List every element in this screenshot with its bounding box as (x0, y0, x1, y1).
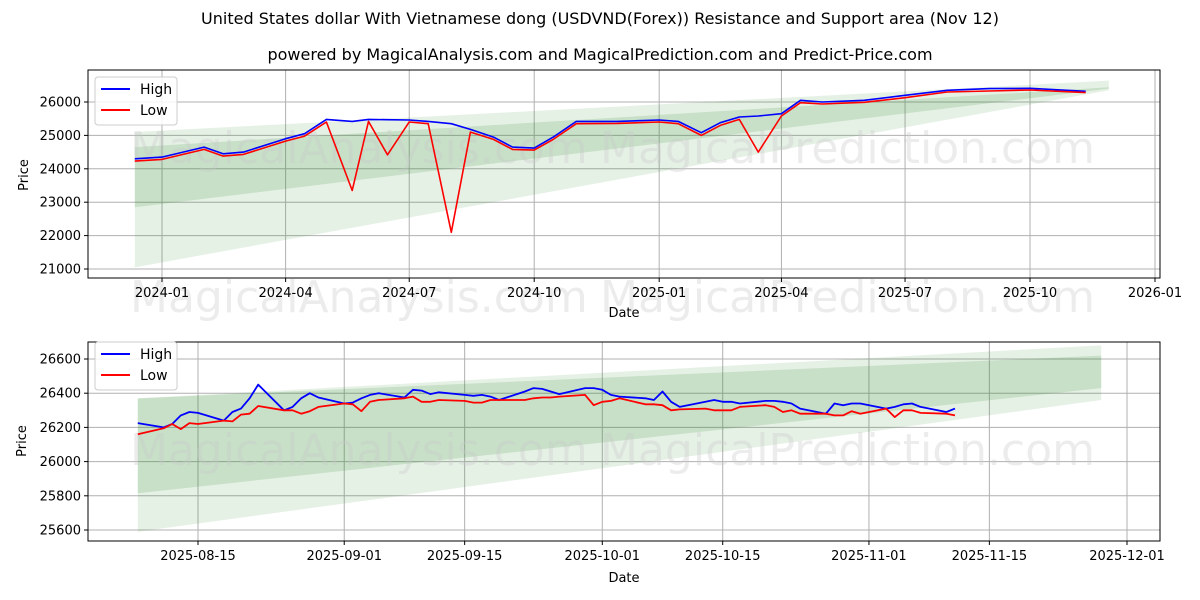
top-price-lines (134, 87, 1086, 234)
x-tick-label: 2025-10 (1003, 286, 1057, 301)
y-tick-label: 26400 (40, 387, 81, 402)
watermark-prediction-3: MagicalPrediction.com (600, 425, 1095, 476)
y-tick-label: 25000 (40, 129, 81, 144)
watermark-prediction: MagicalPrediction.com (600, 123, 1095, 174)
top-grid (88, 70, 1160, 278)
chart-title: United States dollar With Vietnamese don… (201, 9, 999, 28)
bottom-x-axis-label: Date (608, 571, 639, 586)
y-tick-label: 26200 (40, 421, 81, 436)
x-tick-label: 2025-09-15 (427, 549, 503, 564)
watermark-analysis-2: MagicalAnalysis.com (130, 272, 588, 323)
x-tick-label: 2026-01 (1128, 286, 1182, 301)
watermark-prediction-2: MagicalPrediction.com (600, 272, 1095, 323)
x-tick-label: 2025-04 (754, 286, 808, 301)
x-tick-label: 2025-09-01 (306, 549, 382, 564)
y-tick-label: 23000 (40, 196, 81, 211)
legend-high-label-2: High (140, 347, 172, 363)
x-tick-label: 2025-12-01 (1089, 549, 1165, 564)
bottom-axis-ticks: 2025-08-15 2025-09-01 2025-09-15 2025-10-01… (40, 353, 1165, 565)
bottom-legend: High Low (94, 341, 178, 391)
bottom-grid (88, 342, 1160, 541)
x-tick-label: 2024-01 (135, 286, 189, 301)
x-tick-label: 2024-07 (382, 286, 436, 301)
band-area (134, 80, 1109, 268)
y-tick-label: 26600 (40, 353, 81, 368)
top-y-axis-label: Price (17, 159, 32, 191)
high-line (134, 87, 1086, 160)
watermark-analysis-3: MagicalAnalysis.com (130, 425, 588, 476)
band-area (137, 345, 1102, 532)
bottom-chart: MagicalAnalysis.com MagicalPrediction.co… (15, 341, 1165, 586)
band-area (134, 87, 1109, 208)
band-area (137, 355, 1102, 494)
x-tick-label: 2025-01 (632, 286, 686, 301)
y-tick-label: 25800 (40, 489, 81, 504)
y-tick-label: 22000 (40, 229, 81, 244)
x-tick-label: 2025-11-01 (831, 549, 907, 564)
y-tick-label: 26000 (40, 96, 81, 111)
x-tick-label: 2025-08-15 (160, 549, 236, 564)
bottom-axes-frame (87, 341, 1161, 542)
top-axes-frame (87, 69, 1161, 279)
top-support-resistance-bands (134, 80, 1109, 268)
low-line (134, 89, 1086, 234)
low-line (137, 393, 956, 436)
x-tick-label: 2024-04 (258, 286, 312, 301)
y-tick-label: 26000 (40, 455, 81, 470)
top-legend: High Low (94, 76, 178, 126)
x-tick-label: 2024-10 (507, 286, 561, 301)
x-tick-label: 2025-11-15 (952, 549, 1028, 564)
x-tick-label: 2025-10-15 (685, 549, 761, 564)
y-tick-label: 25600 (40, 524, 81, 539)
bottom-support-resistance-bands (137, 345, 1102, 532)
legend-high-label: High (140, 82, 172, 98)
top-x-axis-label: Date (608, 306, 639, 321)
y-tick-label: 21000 (40, 263, 81, 278)
y-tick-label: 24000 (40, 162, 81, 177)
legend-low-label-2: Low (140, 368, 168, 384)
chart-subtitle: powered by MagicalAnalysis.com and Magic… (267, 45, 933, 64)
legend-low-label: Low (140, 103, 168, 119)
top-chart: MagicalAnalysis.com MagicalPrediction.co… (17, 69, 1183, 323)
top-axis-ticks: 2024-01 2024-04 2024-07 2024-10 2025-01 2025-… (40, 96, 1183, 302)
bottom-y-axis-label: Price (15, 425, 30, 457)
x-tick-label: 2025-07 (878, 286, 932, 301)
bottom-price-lines (137, 383, 956, 436)
x-tick-label: 2025-10-01 (565, 549, 641, 564)
